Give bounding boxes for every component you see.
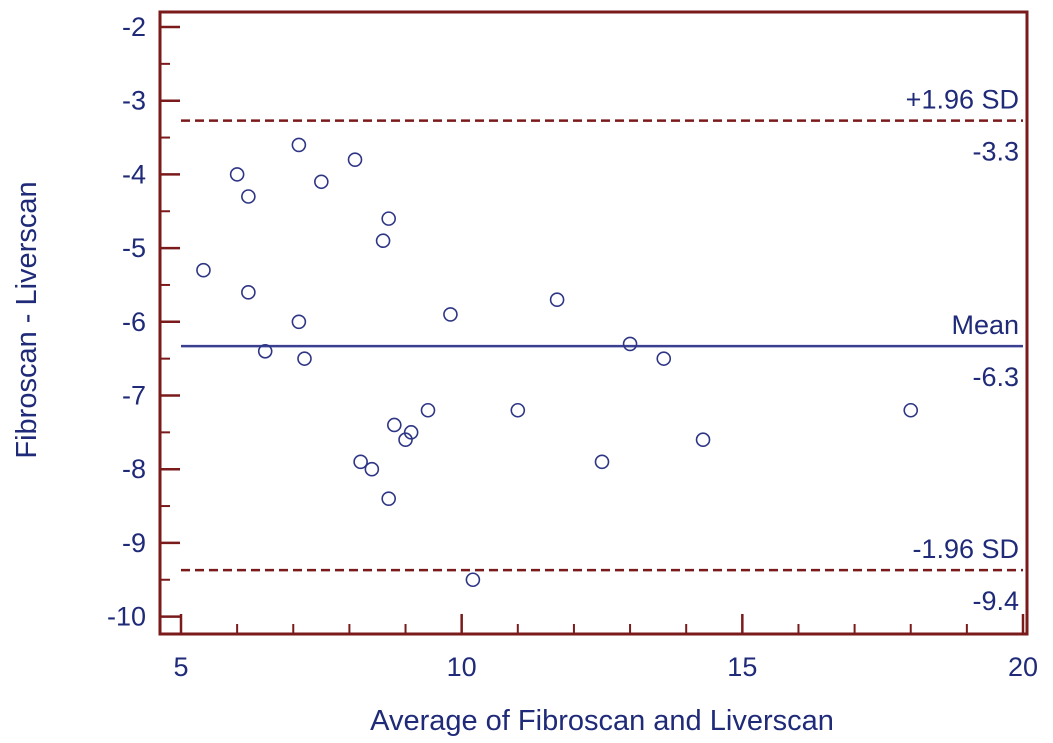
x-tick-label: 20 bbox=[1008, 652, 1038, 682]
data-point bbox=[443, 307, 458, 322]
data-point bbox=[549, 292, 565, 307]
x-tick-label: 15 bbox=[727, 652, 757, 682]
data-point bbox=[297, 351, 312, 366]
data-point bbox=[903, 402, 919, 418]
data-point bbox=[387, 417, 402, 433]
lower-line-value: -9.4 bbox=[972, 586, 1019, 616]
data-point bbox=[241, 189, 256, 204]
data-point bbox=[229, 167, 245, 182]
data-point bbox=[510, 402, 526, 418]
data-point bbox=[420, 402, 436, 418]
data-point bbox=[622, 336, 638, 352]
data-point bbox=[594, 454, 610, 470]
x-axis-title: Average of Fibroscan and Liverscan bbox=[370, 705, 834, 737]
data-point bbox=[656, 351, 672, 366]
plot-frame bbox=[158, 10, 1029, 636]
data-point bbox=[353, 454, 368, 470]
data-point bbox=[364, 461, 380, 477]
data-point bbox=[196, 262, 211, 278]
y-tick-label: -5 bbox=[122, 233, 146, 263]
upper-line-value: -3.3 bbox=[972, 137, 1019, 167]
y-axis-title: Fibroscan - Liverscan bbox=[11, 181, 43, 458]
y-tick-label: -8 bbox=[122, 454, 146, 484]
y-tick-label: -4 bbox=[122, 159, 146, 189]
data-point bbox=[241, 285, 256, 300]
y-tick-label: -7 bbox=[122, 381, 146, 411]
mean-line-value: -6.3 bbox=[972, 362, 1019, 392]
data-point bbox=[403, 425, 419, 440]
data-point bbox=[381, 491, 396, 506]
y-tick-label: -9 bbox=[122, 528, 146, 558]
data-point bbox=[314, 174, 329, 190]
lower-line-label: -1.96 SD bbox=[912, 534, 1019, 564]
mean-line-label: Mean bbox=[951, 310, 1019, 340]
x-tick-label: 5 bbox=[173, 652, 188, 682]
data-point bbox=[291, 314, 307, 330]
data-point bbox=[695, 432, 711, 448]
y-tick-label: -3 bbox=[122, 86, 146, 116]
y-tick-label: -6 bbox=[122, 307, 146, 337]
data-point bbox=[375, 233, 391, 249]
data-point bbox=[381, 211, 396, 226]
data-point bbox=[257, 343, 273, 359]
data-point bbox=[291, 137, 307, 153]
data-point bbox=[465, 572, 481, 588]
upper-line-label: +1.96 SD bbox=[906, 85, 1019, 115]
x-tick-label: 10 bbox=[447, 652, 477, 682]
data-point bbox=[398, 432, 413, 448]
data-point bbox=[347, 152, 363, 167]
y-tick-label: -2 bbox=[122, 12, 146, 42]
y-tick-label: -10 bbox=[107, 602, 146, 632]
